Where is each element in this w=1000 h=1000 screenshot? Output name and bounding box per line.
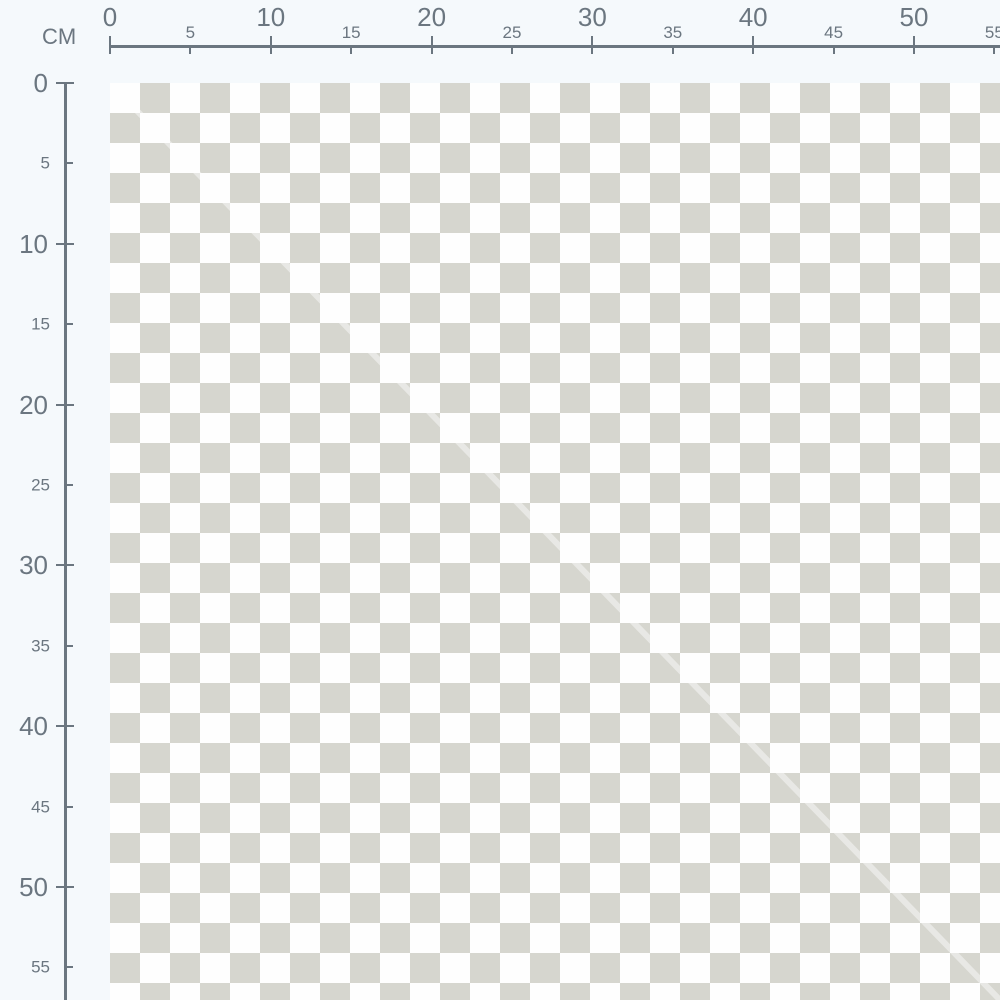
ruler-tick	[109, 36, 111, 54]
ruler-label: 0	[102, 2, 118, 32]
ruler-tick	[350, 46, 353, 54]
ruler-tick	[752, 36, 755, 54]
ruler-label: 5	[40, 153, 50, 173]
ruler-label: 45	[824, 23, 844, 42]
ruler-tick	[56, 886, 74, 888]
ruler-label: 55	[984, 23, 1000, 42]
ruler-label: 40	[738, 2, 768, 32]
ruler-label: 10	[19, 228, 48, 259]
ruler-tick	[832, 46, 835, 54]
ruler-label: 5	[185, 23, 196, 42]
ruler-label: 15	[341, 23, 361, 42]
ruler-label: 25	[31, 475, 50, 495]
ruler-label: 30	[19, 550, 48, 581]
fabric-checkerboard-preview	[110, 83, 1000, 1000]
ruler-label: 15	[31, 314, 50, 334]
ruler-tick	[56, 725, 74, 728]
ruler-tick	[56, 242, 74, 245]
ruler-tick	[993, 46, 996, 54]
ruler-tick	[64, 805, 73, 808]
ruler-label: 40	[19, 711, 48, 742]
ruler-tick	[64, 644, 73, 647]
ruler-tick	[64, 966, 73, 969]
ruler-tick	[591, 36, 594, 54]
ruler-tick	[913, 36, 915, 54]
ruler-label: 0	[33, 68, 48, 98]
ruler-label: 55	[31, 957, 50, 977]
unit-label: CM	[42, 24, 77, 49]
ruler-tick	[511, 46, 513, 54]
ruler-tick	[56, 403, 74, 406]
ruler-label: 20	[19, 389, 48, 420]
vertical-ruler: 0 5 10 15 20 25 30 35 40 45 50 55	[0, 0, 100, 1000]
ruler-tick	[64, 484, 73, 486]
ruler-line	[110, 45, 1000, 48]
ruler-tick	[430, 36, 433, 54]
ruler-label: 30	[577, 2, 607, 32]
ruler-tick	[64, 323, 73, 326]
ruler-tick	[671, 46, 674, 54]
ruler-tick	[189, 46, 192, 54]
ruler-label: 25	[502, 23, 522, 42]
ruler-label: 45	[31, 797, 50, 817]
ruler-label: 50	[19, 872, 48, 902]
ruler-tick	[269, 36, 272, 54]
ruler-line	[64, 83, 67, 1000]
ruler-label: 35	[31, 636, 50, 656]
ruler-label: 10	[256, 2, 286, 32]
ruler-tick	[56, 82, 74, 84]
ruler-label: 35	[663, 23, 683, 42]
ruler-label: 50	[899, 2, 929, 32]
ruler-label: 20	[417, 2, 447, 32]
ruler-tick	[64, 162, 73, 165]
horizontal-ruler: 0 5 10 15 20 25 30 35 40 45 50 55	[0, 0, 1000, 70]
ruler-tick	[56, 564, 74, 567]
